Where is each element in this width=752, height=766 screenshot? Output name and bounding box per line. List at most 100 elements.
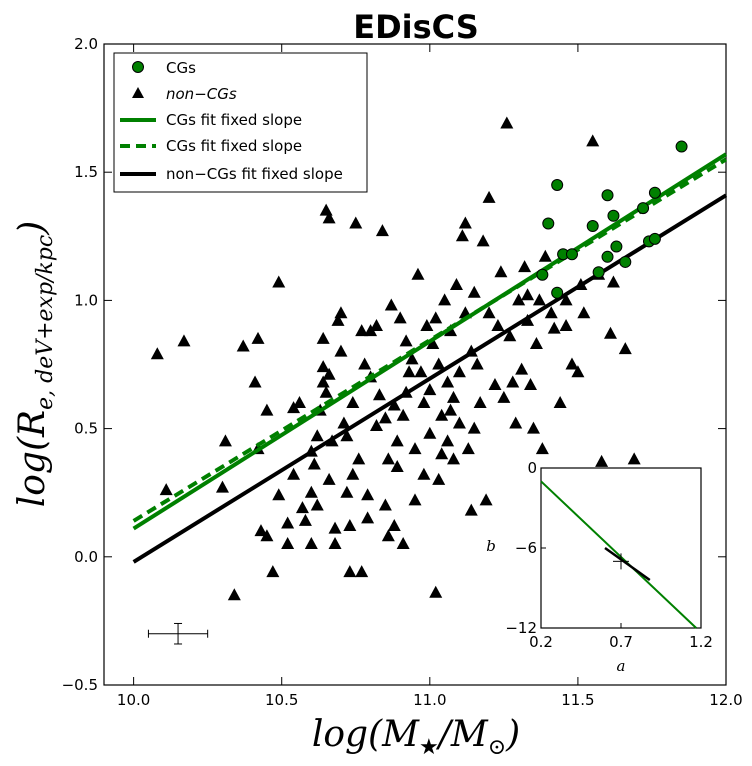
noncg-point <box>358 357 372 370</box>
legend: CGs non−CGs CGs fit fixed slope CGs fit … <box>113 52 368 193</box>
noncg-point <box>577 306 591 319</box>
noncg-point <box>310 498 324 511</box>
legend-label-cgs: CGs <box>166 59 196 77</box>
cg-point <box>551 286 564 299</box>
cg-point <box>607 209 620 222</box>
noncg-point <box>603 326 617 339</box>
noncg-point <box>355 324 369 337</box>
cg-point <box>610 240 623 253</box>
noncg-point <box>281 536 295 549</box>
x-tick-label: 11.0 <box>413 691 446 709</box>
noncg-point <box>429 311 443 324</box>
noncg-point <box>432 357 446 370</box>
noncg-point <box>251 331 265 344</box>
noncg-point <box>618 342 632 355</box>
noncg-point <box>334 306 348 319</box>
noncg-point <box>538 249 552 262</box>
noncg-point <box>571 365 585 378</box>
noncg-point <box>349 216 363 229</box>
noncg-point <box>467 421 481 434</box>
legend-marker-noncgs <box>132 87 144 98</box>
noncg-point <box>369 419 383 432</box>
noncg-point <box>381 452 395 465</box>
noncg-point <box>526 421 540 434</box>
noncg-point <box>627 452 641 465</box>
noncg-point <box>515 362 529 375</box>
noncg-point <box>518 260 532 273</box>
noncg-point <box>319 203 333 216</box>
fit-line-1 <box>132 157 728 523</box>
noncg-point <box>260 529 274 542</box>
noncg-point <box>500 116 514 129</box>
inset-y-tick-label: 0 <box>527 459 537 477</box>
inset-x-label: a <box>617 657 626 675</box>
noncg-point <box>497 390 511 403</box>
noncg-point <box>506 375 520 388</box>
noncg-point <box>292 395 306 408</box>
noncg-point <box>411 267 425 280</box>
y-tick-label: 0.0 <box>74 548 98 566</box>
noncg-point <box>441 434 455 447</box>
noncg-point <box>266 565 280 578</box>
main-plot-area: −0.5 0.0 0.5 1.0 1.5 2.0 10.0 10.5 11.0 11.5 12.0 <box>62 35 743 709</box>
inset-black-line <box>604 546 651 582</box>
noncg-point <box>524 378 538 391</box>
noncg-point <box>322 472 336 485</box>
noncg-point <box>509 416 523 429</box>
noncg-point <box>227 588 241 601</box>
cg-point <box>551 179 564 192</box>
noncg-point <box>215 480 229 493</box>
noncg-point <box>447 390 461 403</box>
noncg-point <box>304 485 318 498</box>
noncg-point <box>396 536 410 549</box>
noncg-point <box>559 319 573 332</box>
noncg-point <box>408 493 422 506</box>
noncg-point <box>408 442 422 455</box>
noncg-point <box>565 357 579 370</box>
noncg-point <box>236 339 250 352</box>
inset-x-tick-label: 1.2 <box>689 633 713 651</box>
noncg-point <box>287 467 301 480</box>
inset-x-tick-label: 0.2 <box>529 633 553 651</box>
noncg-point <box>476 234 490 247</box>
noncg-point <box>494 265 508 278</box>
cg-point <box>637 202 650 215</box>
noncg-point <box>435 447 449 460</box>
noncg-point <box>393 311 407 324</box>
noncg-point <box>444 403 458 416</box>
noncg-point <box>322 211 336 224</box>
noncg-point <box>369 319 383 332</box>
noncg-point <box>346 395 360 408</box>
y-tick-label: 1.0 <box>74 291 98 309</box>
noncg-point <box>595 454 609 467</box>
plot-frame <box>103 43 727 686</box>
noncg-point <box>544 306 558 319</box>
cg-point <box>648 186 661 199</box>
noncg-point <box>464 503 478 516</box>
noncg-point <box>372 388 386 401</box>
cg-point <box>675 140 688 153</box>
y-tick-label: 2.0 <box>74 35 98 53</box>
x-tick-label: 11.5 <box>561 691 594 709</box>
fit-line-0 <box>132 152 728 531</box>
legend-label-cgs-fit-dashed: CGs fit fixed slope <box>166 137 302 155</box>
noncg-point <box>417 467 431 480</box>
noncg-point <box>307 457 321 470</box>
noncg-point <box>316 331 330 344</box>
legend-label-cgs-fit-solid: CGs fit fixed slope <box>166 111 302 129</box>
noncg-point <box>361 488 375 501</box>
noncg-point <box>441 375 455 388</box>
noncg-point <box>352 452 366 465</box>
noncg-point <box>343 565 357 578</box>
noncg-point <box>281 516 295 529</box>
noncg-point <box>310 429 324 442</box>
noncg-point <box>547 321 561 334</box>
noncg-point <box>455 229 469 242</box>
noncg-point <box>402 365 416 378</box>
noncg-point <box>482 306 496 319</box>
noncg-point <box>452 365 466 378</box>
error-bar <box>147 622 209 645</box>
cg-point <box>592 266 605 279</box>
cg-point <box>542 217 555 230</box>
noncg-point <box>328 521 342 534</box>
